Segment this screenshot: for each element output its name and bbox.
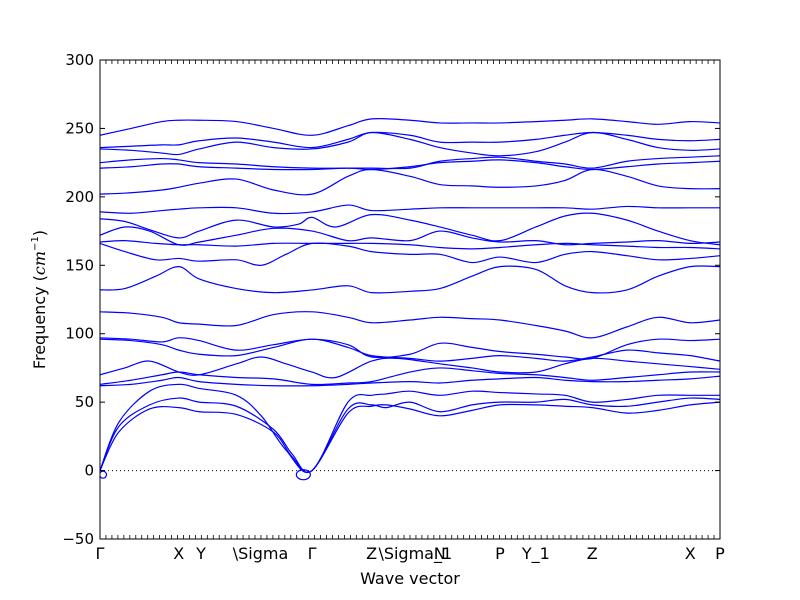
- y-tick-label: 300: [65, 51, 94, 69]
- axes-frame: [99, 59, 721, 540]
- band-line-16: [100, 168, 720, 196]
- x-tick-label: Z: [587, 544, 598, 563]
- x-tick-label: P: [715, 544, 725, 563]
- x-tick-label: X: [173, 544, 184, 563]
- plot-area: [100, 117, 720, 481]
- band-line-18: [100, 155, 720, 170]
- x-axis-label: Wave vector: [360, 569, 460, 588]
- y-tick-label: 50: [75, 393, 94, 411]
- x-tick-label: Y: [195, 544, 206, 563]
- y-tick-label: 250: [65, 119, 94, 137]
- band-line-1: [100, 401, 720, 474]
- x-ticks: Γ X Y \Sigma Γ Z \Sigma_1N P Y_1 Z X P: [96, 60, 725, 564]
- x-tick-label: Γ: [308, 544, 317, 563]
- band-line-20: [100, 131, 720, 149]
- band-line-14: [100, 212, 720, 246]
- x-tick-label: P: [495, 544, 505, 563]
- x-tick-label: Z: [366, 544, 377, 563]
- band-line-3: [100, 383, 720, 473]
- y-tick-label: 150: [65, 256, 94, 274]
- band-line-11: [100, 242, 720, 266]
- y-tick-label: −50: [62, 530, 94, 548]
- x-tick-label: N: [434, 544, 446, 563]
- y-axis-label-text: Frequency: [30, 286, 49, 369]
- x-tick-label: Y_1: [521, 544, 550, 564]
- band-line-7: [100, 338, 720, 362]
- band-line-5: [100, 367, 720, 386]
- band-line-10: [100, 265, 720, 294]
- band-line-21: [100, 117, 720, 136]
- band-line-9: [100, 311, 720, 339]
- x-tick-label: \Sigma: [233, 544, 289, 563]
- band-line-2: [100, 397, 720, 473]
- y-ticks: −50 0 50 100 150 200 250 300: [62, 51, 720, 548]
- band-line-19: [100, 131, 720, 157]
- y-axis-label-unit: cm: [30, 251, 49, 275]
- band-line-8: [100, 337, 720, 360]
- gamma-loop-2: [295, 469, 311, 481]
- gamma-loop-1: [100, 470, 108, 479]
- x-tick-label: \Sigma_1: [378, 544, 452, 564]
- y-tick-label: 0: [84, 462, 94, 480]
- band-line-17: [100, 159, 720, 171]
- y-axis-label-open-paren: (: [30, 275, 49, 286]
- y-axis-label-close-paren: ): [30, 230, 49, 236]
- y-axis-label-unit-exp: −1: [30, 236, 41, 251]
- x-tick-label: X: [685, 544, 696, 563]
- band-lines: [100, 117, 720, 481]
- y-tick-label: 200: [65, 188, 94, 206]
- band-line-6: [100, 356, 720, 379]
- y-axis-label: Frequency (cm−1): [30, 230, 49, 369]
- x-tick-label: Γ: [96, 544, 105, 563]
- band-line-13: [100, 226, 720, 246]
- y-tick-label: 100: [65, 325, 94, 343]
- band-line-15: [100, 204, 720, 215]
- band-line-4: [100, 375, 720, 387]
